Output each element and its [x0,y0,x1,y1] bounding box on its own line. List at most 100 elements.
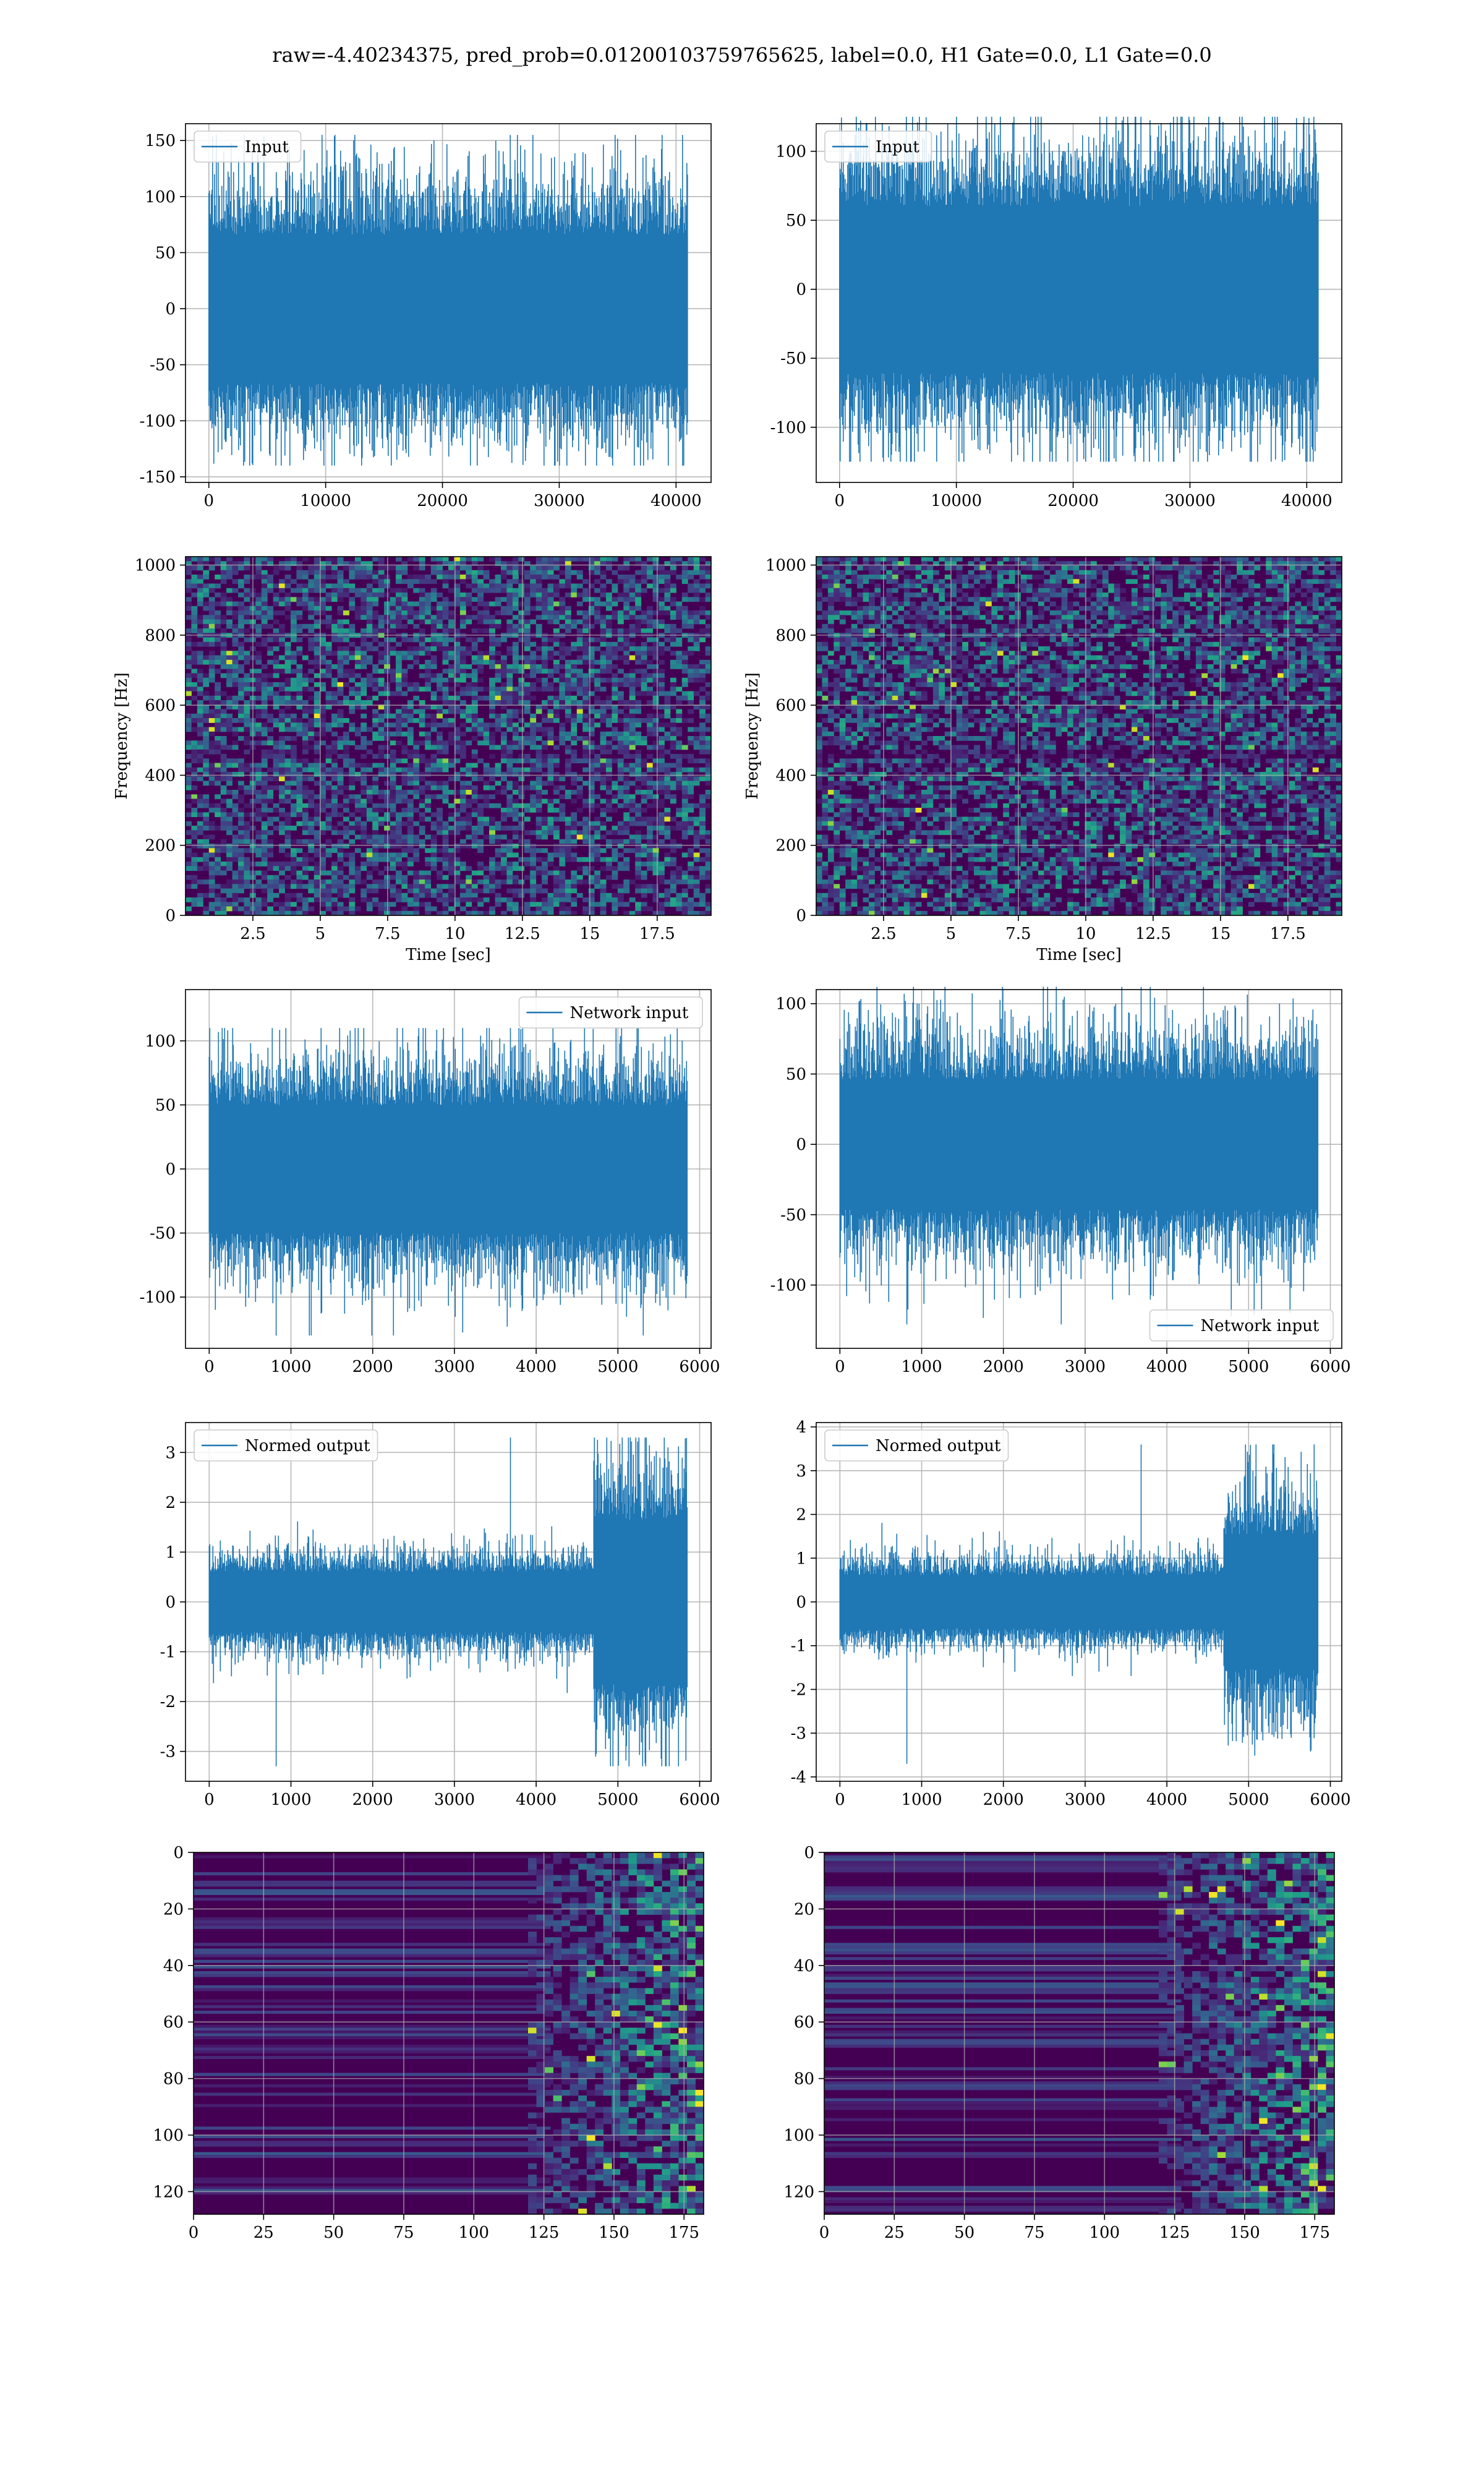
heatmap-cell [652,700,659,705]
heatmap-cell [267,623,274,629]
heatmap-cell [313,848,320,854]
heatmap-cell [612,664,618,669]
heatmap-cell [699,583,706,589]
heatmap-cell [466,880,472,884]
heatmap-cell [693,565,700,571]
heatmap-cell [197,583,203,589]
heatmap-cell [542,816,548,822]
heatmap-cell [442,700,449,705]
heatmap-cell [664,812,671,818]
heatmap-cell [1219,557,1226,562]
heatmap-cell [320,897,326,902]
heatmap-cell [372,646,379,651]
heatmap-cell [635,722,642,728]
heatmap-cell [273,902,279,907]
heatmap-cell [372,615,379,620]
heatmap-cell [459,884,466,889]
heatmap-cell [437,637,443,643]
heatmap-cell [238,601,244,607]
heatmap-cell [291,619,297,625]
heatmap-cell [606,695,612,701]
heatmap-cell [208,709,215,714]
heatmap-cell [851,561,858,567]
heatmap-cell [296,776,303,782]
heatmap-cell [296,821,303,826]
heatmap-cell [331,812,338,818]
heatmap-cell [518,557,525,562]
heatmap-cell [623,713,630,719]
heatmap-cell [495,691,501,696]
heatmap-cell [659,902,665,907]
heatmap-cell [442,781,449,786]
heatmap-cell [693,781,700,786]
heatmap-cell [191,862,198,867]
heatmap-cell [366,601,373,607]
heatmap-cell [553,561,560,567]
heatmap-cell [238,884,244,889]
heatmap-cell [238,816,244,822]
heatmap-cell [396,655,402,661]
heatmap-cell [226,677,232,683]
heatmap-cell [659,785,665,790]
heatmap-cell [676,561,683,567]
heatmap-cell [337,583,344,589]
heatmap-cell [588,610,595,615]
heatmap-cell [291,862,297,867]
heatmap-cell [401,892,408,898]
heatmap-cell [337,892,344,898]
heatmap-cell [331,785,338,790]
heatmap-cell [483,651,490,656]
heatmap-cell [279,695,285,701]
heatmap-cell [244,673,250,678]
heatmap-cell [261,727,268,732]
heatmap-cell [1009,557,1015,562]
heatmap-cell [542,857,548,862]
heatmap-cell [302,826,309,831]
heatmap-cell [547,772,554,777]
heatmap-cell [454,673,461,678]
heatmap-cell [302,727,309,732]
heatmap-cell [617,597,624,602]
heatmap-cells [186,557,712,916]
heatmap-cell [244,709,250,714]
heatmap-cell [594,844,600,849]
heatmap-cell [582,659,589,665]
heatmap-cell [594,722,600,728]
heatmap-cell [284,557,291,562]
heatmap-cell [320,767,326,773]
heatmap-cell [471,722,478,728]
heatmap-cell [641,875,647,880]
heatmap-cell [664,888,671,894]
heatmap-cell [325,669,332,674]
heatmap-cell [279,902,285,907]
heatmap-cell [530,785,537,790]
heatmap-cell [659,713,665,719]
heatmap-cell [524,570,531,575]
heatmap-cell [542,897,548,902]
heatmap-cell [448,700,454,705]
heatmap-cell [186,601,192,607]
heatmap-cell [688,597,694,602]
heatmap-cell [506,628,513,633]
heatmap-cell [366,673,373,678]
heatmap-cell [542,718,548,723]
heatmap-cell [571,772,578,777]
heatmap-cell [208,848,215,854]
heatmap-cell [459,906,466,912]
heatmap-cell [571,902,578,907]
heatmap-cell [542,731,548,737]
heatmap-cell [203,588,210,593]
heatmap-cell [705,884,712,889]
heatmap-cell [320,687,326,692]
heatmap-cell [232,897,239,902]
heatmap-cell [506,687,513,692]
heatmap-cell [542,682,548,687]
heatmap-cell [331,570,338,575]
heatmap-cell [320,619,326,625]
heatmap-cell [407,844,414,849]
heatmap-cell [378,767,385,773]
heatmap-cell [466,785,472,790]
heatmap-cell [197,669,203,674]
heatmap-cell [401,852,408,858]
heatmap-cell [635,583,642,589]
